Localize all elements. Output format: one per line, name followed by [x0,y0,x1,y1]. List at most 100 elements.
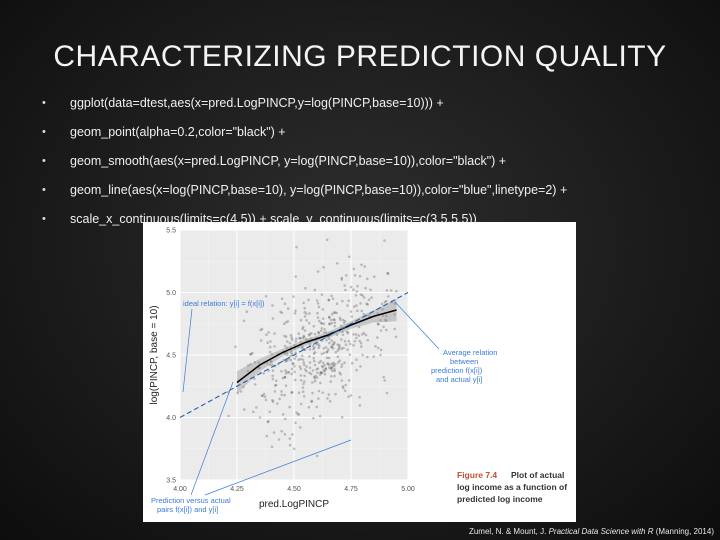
scatter-point [265,333,268,336]
scatter-point [333,368,336,371]
scatter-point [258,416,262,419]
scatter-point [262,392,266,396]
scatter-point [250,352,253,356]
figure-caption-label: Figure 7.4 [457,470,497,480]
scatter-point [300,354,304,357]
scatter-point [301,345,304,348]
scatter-point [227,414,230,418]
scatter-point [327,348,330,351]
scatter-point [268,350,272,354]
scatter-point [359,293,363,296]
scatter-point [343,284,346,287]
scatter-point [332,318,335,321]
scatter-point [328,322,332,326]
scatter-point [355,336,358,340]
scatter-point [354,294,358,297]
scatter-point [280,429,283,433]
scatter-point [313,359,316,363]
scatter-point [283,432,287,436]
scatter-point [341,318,345,322]
scatter-point [343,389,347,393]
scatter-point [315,405,319,409]
scatter-point [303,306,306,310]
scatter-point [384,299,388,303]
scatter-point [361,294,364,297]
scatter-point [360,345,363,348]
scatter-point [320,322,324,325]
scatter-point [263,395,267,398]
scatter-point [302,395,306,398]
bullet-item: geom_smooth(aes(x=pred.LogPINCP, y=log(P… [42,150,702,179]
scatter-point [312,416,315,420]
scatter-point [274,383,278,387]
scatter-point [330,366,334,369]
annotation-average-line: prediction f(x[i]) [431,366,483,375]
scatter-point [283,344,287,348]
scatter-point [342,321,346,325]
scatter-point [340,363,344,366]
bullet-item: geom_point(alpha=0.2,color="black") + [42,121,702,150]
scatter-point [321,308,325,311]
scatter-point [308,371,311,375]
scatter-point [366,355,369,359]
scatter-point [329,318,333,322]
scatter-point [290,367,294,371]
scatter-point [335,302,339,305]
scatter-point [330,345,334,348]
scatter-point [302,301,305,305]
scatter-point [317,319,321,323]
scatter-point [266,341,269,344]
scatter-point [257,361,261,364]
scatter-point [291,391,294,394]
scatter-point [301,390,305,393]
scatter-point [303,368,307,371]
scatter-point [335,333,339,336]
scatter-point [327,299,331,302]
scatter-point [285,340,289,343]
scatter-point [265,434,268,438]
scatter-point [269,360,273,363]
scatter-point [342,346,345,350]
scatter-point [273,384,277,387]
scatter-point [320,293,324,296]
scatter-point [303,380,306,383]
scatter-point [298,426,302,429]
scatter-point [284,359,288,363]
scatter-point [393,327,396,331]
scatter-point [350,315,353,318]
scatter-point [310,399,314,403]
scatter-point [269,360,273,363]
scatter-point [335,311,338,315]
scatter-point [302,382,305,386]
scatter-point [333,374,336,378]
scatter-point [281,413,285,416]
y-axis-label: log(PINCP, base = 10) [149,305,160,404]
scatter-point [344,343,348,346]
scatter-point [384,314,388,318]
scatter-point [352,288,355,291]
scatter-point [249,363,252,366]
scatter-point [283,302,287,305]
scatter-point [282,359,285,362]
scatter-point [305,319,308,322]
scatter-point [298,336,302,340]
scatter-point [330,339,334,343]
scatter-point [259,328,262,332]
scatter-point [356,284,359,288]
scatter-point [341,330,344,333]
scatter-point [294,340,298,343]
scatter-point [319,371,322,374]
scatter-point [290,372,293,376]
y-tick-label: 5.5 [166,228,176,235]
smooth-line [236,309,397,384]
scatter-point [273,390,277,393]
scatter-point [340,338,343,341]
scatter-point [339,373,342,376]
scatter-point [319,321,323,325]
scatter-point [334,392,337,396]
scatter-point [359,365,362,368]
scatter-point [385,319,388,322]
figure-canvas: 4.00 4.25 4.50 4.75 5.00 3.5 4.0 4.5 5.0 5.5 log(… [143,222,576,522]
scatter-point [339,324,343,328]
figure-caption-line: log income as a function of [457,482,567,492]
